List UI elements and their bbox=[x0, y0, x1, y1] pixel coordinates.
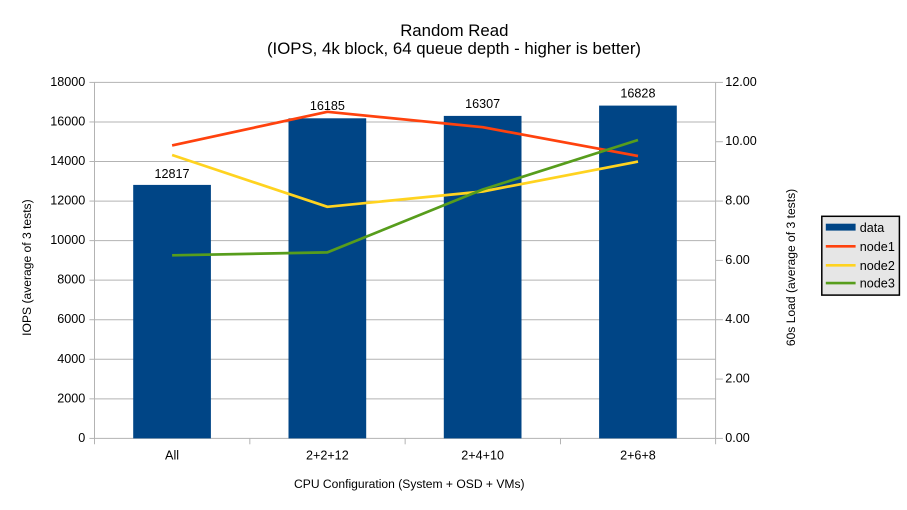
svg-text:16185: 16185 bbox=[310, 99, 345, 113]
svg-text:data: data bbox=[860, 221, 885, 235]
svg-text:10.00: 10.00 bbox=[725, 134, 757, 148]
svg-text:4000: 4000 bbox=[57, 352, 85, 366]
svg-text:16000: 16000 bbox=[50, 114, 85, 128]
svg-text:8.00: 8.00 bbox=[725, 194, 750, 208]
svg-text:12.00: 12.00 bbox=[725, 75, 757, 89]
svg-text:node3: node3 bbox=[860, 277, 895, 291]
svg-text:CPU Configuration (System + OS: CPU Configuration (System + OSD + VMs) bbox=[294, 477, 525, 491]
svg-text:60s Load (average of 3 tests): 60s Load (average of 3 tests) bbox=[784, 189, 798, 346]
svg-text:8000: 8000 bbox=[57, 273, 85, 287]
svg-text:2+6+8: 2+6+8 bbox=[620, 449, 656, 463]
svg-text:6000: 6000 bbox=[57, 312, 85, 326]
svg-text:Random Read: Random Read bbox=[400, 21, 508, 40]
svg-text:18000: 18000 bbox=[50, 75, 85, 89]
svg-text:4.00: 4.00 bbox=[725, 312, 750, 326]
svg-text:14000: 14000 bbox=[50, 154, 85, 168]
svg-text:12817: 12817 bbox=[155, 167, 190, 181]
svg-text:2.00: 2.00 bbox=[725, 372, 750, 386]
svg-text:IOPS (average of 3 tests): IOPS (average of 3 tests) bbox=[20, 199, 34, 335]
svg-text:(IOPS, 4k block, 64 queue dept: (IOPS, 4k block, 64 queue depth - higher… bbox=[267, 39, 641, 58]
svg-text:All: All bbox=[165, 449, 179, 463]
svg-text:2+2+12: 2+2+12 bbox=[306, 449, 349, 463]
svg-text:2+4+10: 2+4+10 bbox=[461, 449, 504, 463]
svg-text:6.00: 6.00 bbox=[725, 253, 750, 267]
svg-text:2000: 2000 bbox=[57, 391, 85, 405]
svg-text:node2: node2 bbox=[860, 259, 895, 273]
svg-text:16307: 16307 bbox=[465, 97, 500, 111]
svg-text:10000: 10000 bbox=[50, 233, 85, 247]
svg-text:node1: node1 bbox=[860, 240, 895, 254]
svg-text:12000: 12000 bbox=[50, 194, 85, 208]
svg-text:0: 0 bbox=[78, 431, 85, 445]
svg-text:0.00: 0.00 bbox=[725, 431, 750, 445]
svg-text:16828: 16828 bbox=[620, 87, 655, 101]
